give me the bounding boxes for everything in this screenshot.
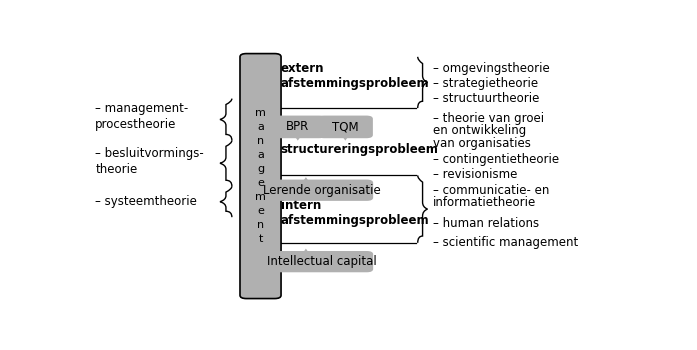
Text: en ontwikkeling: en ontwikkeling <box>433 125 526 138</box>
Polygon shape <box>340 134 350 141</box>
Text: BPR: BPR <box>286 120 309 133</box>
Text: structureringsprobleem: structureringsprobleem <box>280 143 438 156</box>
Text: – strategietheorie: – strategietheorie <box>433 77 538 90</box>
Text: – human relations: – human relations <box>433 217 539 230</box>
FancyBboxPatch shape <box>240 54 281 299</box>
Text: intern
afstemmingsprobleem: intern afstemmingsprobleem <box>280 199 429 227</box>
FancyBboxPatch shape <box>271 251 373 272</box>
Text: – systeemtheorie: – systeemtheorie <box>95 195 197 208</box>
Polygon shape <box>301 248 311 256</box>
Text: m
a
n
a
g
e
m
e
n
t: m a n a g e m e n t <box>255 108 266 244</box>
Text: Intellectual capital: Intellectual capital <box>267 255 377 268</box>
Text: TQM: TQM <box>332 120 359 133</box>
Text: van organisaties: van organisaties <box>433 136 530 149</box>
Text: – communicatie- en: – communicatie- en <box>433 184 549 197</box>
Text: – scientific management: – scientific management <box>433 236 578 249</box>
Text: Lerende organisatie: Lerende organisatie <box>263 184 381 197</box>
Text: – structuurtheorie: – structuurtheorie <box>433 92 539 105</box>
Text: informatietheorie: informatietheorie <box>433 196 536 209</box>
FancyBboxPatch shape <box>318 116 373 138</box>
Text: – besluitvormings-
theorie: – besluitvormings- theorie <box>95 147 204 176</box>
Text: – contingentietheorie: – contingentietheorie <box>433 153 559 166</box>
Text: – theorie van groei: – theorie van groei <box>433 112 544 125</box>
Text: – omgevingstheorie: – omgevingstheorie <box>433 62 550 76</box>
Polygon shape <box>301 177 311 184</box>
Text: – revisionisme: – revisionisme <box>433 168 517 181</box>
FancyBboxPatch shape <box>271 180 373 201</box>
FancyBboxPatch shape <box>270 116 325 138</box>
Text: extern
afstemmingsprobleem: extern afstemmingsprobleem <box>280 62 429 90</box>
Text: – management-
procestheorie: – management- procestheorie <box>95 102 188 131</box>
Polygon shape <box>293 134 302 141</box>
